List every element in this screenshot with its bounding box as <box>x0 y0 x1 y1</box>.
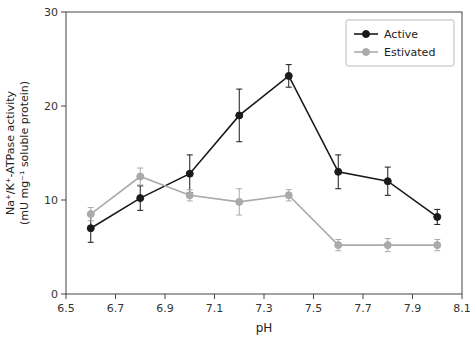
error-bar <box>236 189 242 215</box>
series-line <box>91 76 438 228</box>
x-axis-label: pH <box>256 321 273 335</box>
point <box>186 170 193 177</box>
y-tick-label: 0 <box>51 288 58 301</box>
error-bar <box>385 167 391 195</box>
x-tick-label: 6.5 <box>57 302 75 315</box>
x-tick <box>313 294 314 299</box>
point <box>236 198 243 205</box>
x-tick-label: 7.9 <box>404 302 422 315</box>
x-tick <box>66 294 67 299</box>
plot-area <box>87 65 441 252</box>
y-axis-label: Na⁺/K⁺-ATPase activity(mU mg⁻¹ soluble p… <box>4 81 31 225</box>
error-bar <box>236 89 242 142</box>
x-tick <box>264 294 265 299</box>
y-tick-label: 20 <box>44 100 58 113</box>
x-tick <box>462 294 463 299</box>
chart: 6.5 6.7 6.9 7.1 7.3 7.5 7.7 7.9 8.1 pH 0 10 20 30 Na⁺/… <box>0 0 474 340</box>
x-tick <box>412 294 413 299</box>
x-tick <box>165 294 166 299</box>
y-axis: 0 10 20 30 Na⁺/K⁺-ATPase activity(mU mg⁻¹ so… <box>4 6 66 301</box>
point <box>434 242 441 249</box>
y-tick <box>61 12 66 13</box>
error-bar <box>286 65 292 88</box>
x-tick-label: 6.7 <box>107 302 125 315</box>
error-bar <box>286 190 292 201</box>
x-tick <box>115 294 116 299</box>
y-tick-label: 30 <box>44 6 58 19</box>
x-tick-label: 7.1 <box>206 302 224 315</box>
error-bar <box>137 168 143 185</box>
y-tick <box>61 200 66 201</box>
x-tick <box>214 294 215 299</box>
y-axis-label-line: Na⁺/K⁺-ATPase activity <box>4 90 17 215</box>
error-bar <box>187 155 193 193</box>
point <box>137 173 144 180</box>
point <box>434 213 441 220</box>
error-bar <box>137 186 143 210</box>
point <box>335 168 342 175</box>
plot-frame <box>66 12 462 294</box>
legend-box <box>346 20 454 66</box>
error-bar <box>434 209 440 224</box>
error-bar <box>335 239 341 250</box>
legend-marker <box>363 31 370 38</box>
series <box>87 168 441 252</box>
x-tick-label: 8.1 <box>453 302 471 315</box>
point <box>137 195 144 202</box>
point <box>285 192 292 199</box>
x-tick-label: 6.9 <box>156 302 174 315</box>
y-tick-label: 10 <box>44 194 58 207</box>
point <box>87 225 94 232</box>
point <box>236 112 243 119</box>
series <box>87 65 441 243</box>
x-tick-label: 7.3 <box>255 302 273 315</box>
point <box>87 211 94 218</box>
error-bar <box>88 208 94 221</box>
legend-label: Active <box>384 28 418 41</box>
point <box>285 72 292 79</box>
x-tick-label: 7.5 <box>305 302 323 315</box>
series-line <box>91 177 438 246</box>
y-tick <box>61 106 66 107</box>
x-tick <box>363 294 364 299</box>
point <box>186 192 193 199</box>
x-axis: 6.5 6.7 6.9 7.1 7.3 7.5 7.7 7.9 8.1 pH <box>57 294 471 335</box>
y-axis-label-line: (mU mg⁻¹ soluble protein) <box>18 81 31 225</box>
error-bar <box>385 239 391 252</box>
error-bar <box>187 190 193 201</box>
legend: Active Estivated <box>346 20 454 66</box>
error-bar <box>434 239 440 250</box>
point <box>335 242 342 249</box>
y-tick <box>61 294 66 295</box>
legend-label: Estivated <box>384 46 435 59</box>
x-tick-label: 7.7 <box>354 302 372 315</box>
point <box>384 178 391 185</box>
point <box>384 242 391 249</box>
legend-marker <box>363 49 370 56</box>
error-bar <box>335 155 341 189</box>
